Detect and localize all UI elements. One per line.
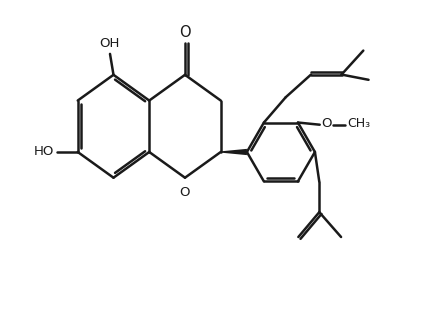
Text: O: O [179,25,191,40]
Text: O: O [180,186,190,198]
Text: OH: OH [99,36,119,50]
Polygon shape [221,149,247,155]
Text: HO: HO [34,145,54,159]
Text: CH₃: CH₃ [348,117,371,130]
Text: O: O [321,117,332,130]
